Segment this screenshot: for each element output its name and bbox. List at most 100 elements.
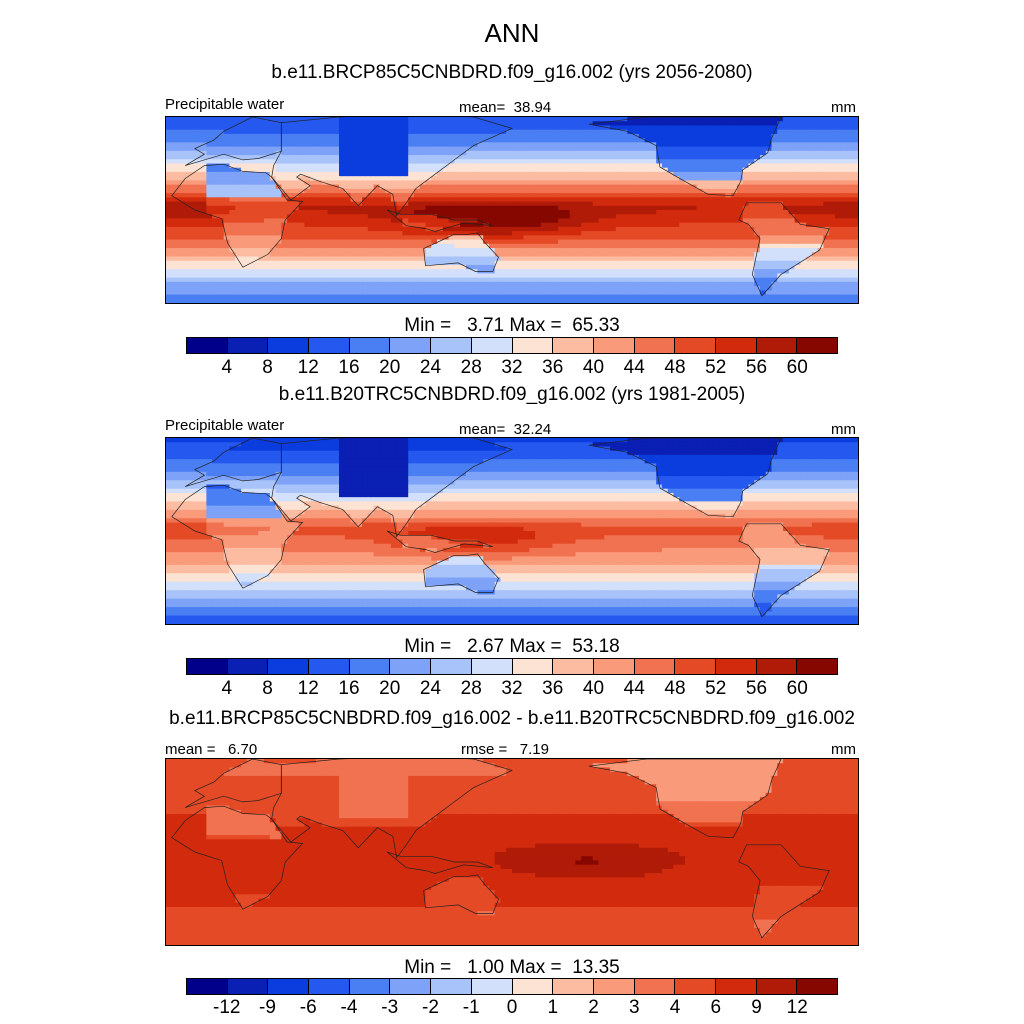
map-cell <box>269 231 277 236</box>
map-cell <box>448 138 455 143</box>
map-cell <box>212 273 219 279</box>
map-cell <box>713 163 721 169</box>
map-cell <box>171 231 179 236</box>
map-cell <box>638 121 646 127</box>
map-cell <box>552 180 559 186</box>
map-cell <box>667 167 675 173</box>
map-cell <box>535 281 542 287</box>
map-cell <box>494 273 502 279</box>
map-cell <box>725 159 732 165</box>
map-cell <box>206 155 213 160</box>
map-cell <box>471 235 478 241</box>
map-cell <box>765 269 773 275</box>
map-cell <box>667 163 675 169</box>
map-cell <box>708 163 715 169</box>
map-cell <box>171 273 179 279</box>
map-cell <box>362 146 369 152</box>
map-cell <box>465 125 473 131</box>
map-cell <box>402 184 409 190</box>
map-cell <box>731 248 738 253</box>
map-cell <box>206 256 213 262</box>
map-cell <box>685 184 692 190</box>
map-cell <box>292 210 300 215</box>
map-cell <box>367 155 375 160</box>
map-cell <box>425 269 432 275</box>
map-cell <box>627 222 634 228</box>
map-cell <box>829 252 836 258</box>
map-cell <box>217 248 225 253</box>
map-cell <box>246 248 254 253</box>
map-cell <box>402 239 409 245</box>
map-cell <box>189 252 196 258</box>
map-cell <box>512 163 519 169</box>
map-cell <box>581 231 588 236</box>
map-cell <box>390 167 398 173</box>
map-cell <box>506 176 513 182</box>
map-cell <box>806 231 813 236</box>
map-cell <box>702 264 709 270</box>
map-cell <box>396 184 404 190</box>
map-cell <box>200 180 207 186</box>
map-cell <box>800 180 807 186</box>
map-cell <box>385 150 392 156</box>
map-cell <box>512 290 519 296</box>
map-cell <box>298 248 305 253</box>
map-cell <box>846 252 853 258</box>
map-cell <box>794 121 801 127</box>
map-cell <box>235 142 242 148</box>
map-cell <box>321 146 329 152</box>
map-cell <box>408 180 415 186</box>
map-cell <box>321 184 329 190</box>
map-cell <box>488 239 496 245</box>
map-cell <box>275 222 282 228</box>
map-cell <box>512 226 519 232</box>
map-cell <box>563 239 571 245</box>
map-cell <box>598 142 605 148</box>
map-cell <box>396 264 404 270</box>
map-cell <box>402 146 409 152</box>
map-cell <box>800 205 807 211</box>
map-cell <box>656 231 663 236</box>
map-cell <box>661 142 669 148</box>
map-cell <box>171 205 179 211</box>
map-cell <box>754 256 761 262</box>
map-cell <box>702 235 709 241</box>
map-cell <box>465 176 473 182</box>
map-cell <box>517 286 525 291</box>
map-cell <box>442 155 450 160</box>
map-cell <box>223 146 231 152</box>
map-cell <box>287 133 294 139</box>
map-cell <box>362 129 369 135</box>
map-cell <box>633 205 640 211</box>
map-cell <box>287 290 294 296</box>
map-cell <box>708 146 715 152</box>
map-cell <box>483 205 490 211</box>
map-cell <box>223 248 231 253</box>
map-cell <box>523 269 530 275</box>
map-cell <box>685 273 692 279</box>
map-cell <box>696 248 703 253</box>
map-cell <box>229 176 236 182</box>
map-cell <box>431 193 438 198</box>
map-cell <box>633 142 640 148</box>
map-cell <box>765 226 773 232</box>
map-cell <box>344 176 352 182</box>
map-cell <box>783 235 790 241</box>
map-cell <box>189 129 196 135</box>
map-cell <box>413 121 421 127</box>
map-cell <box>298 269 305 275</box>
map-cell <box>240 260 248 266</box>
map-cell <box>166 252 173 258</box>
map-cell <box>759 176 767 182</box>
map-cell <box>679 222 686 228</box>
map-cell <box>783 243 790 249</box>
map-cell <box>275 201 282 207</box>
map-cell <box>408 210 415 215</box>
map-cell <box>800 146 807 152</box>
map-cell <box>500 218 507 224</box>
map-cell <box>506 222 513 228</box>
map-cell <box>610 252 617 258</box>
map-cell <box>194 290 202 296</box>
map-cell <box>719 146 726 152</box>
map-cell <box>754 286 761 291</box>
